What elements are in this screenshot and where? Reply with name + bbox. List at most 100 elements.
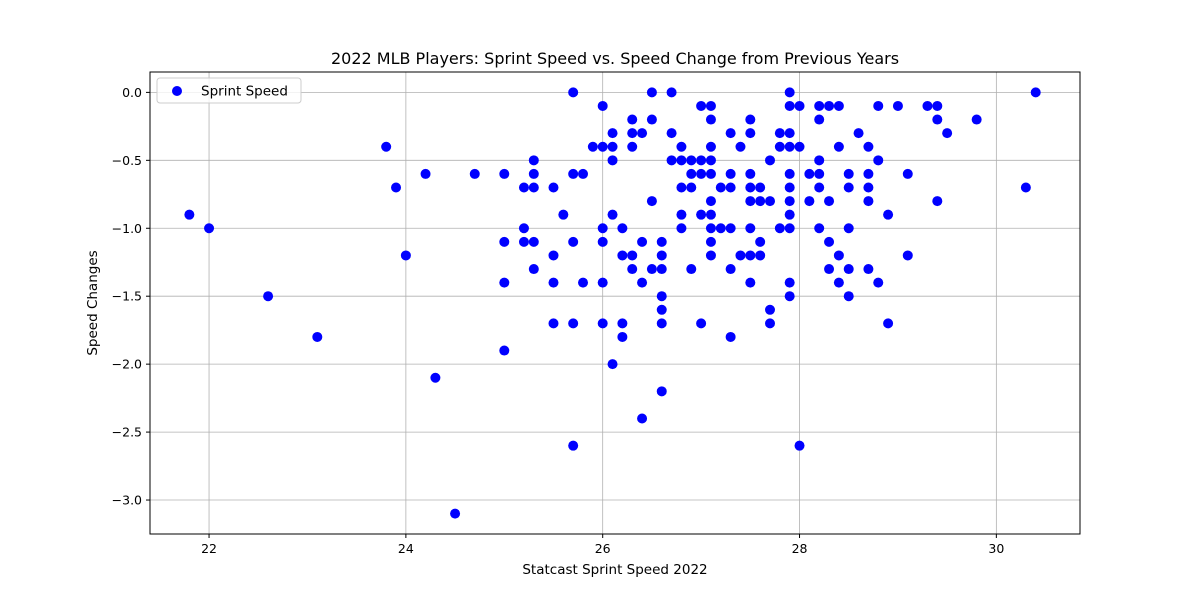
data-point [784, 168, 795, 179]
data-point [843, 182, 854, 193]
data-point [705, 223, 716, 234]
data-point [745, 168, 756, 179]
data-point [784, 291, 795, 302]
data-point [627, 250, 638, 261]
data-point [745, 128, 756, 139]
data-point [725, 182, 736, 193]
data-point [656, 264, 667, 275]
data-point [765, 304, 775, 315]
data-point [784, 223, 795, 234]
data-point [755, 250, 766, 261]
data-point [873, 277, 884, 288]
data-point [804, 168, 815, 179]
data-point [686, 155, 697, 166]
data-point [784, 196, 795, 207]
data-point [833, 141, 844, 152]
data-point [784, 100, 795, 111]
data-points [184, 87, 1041, 519]
data-point [833, 250, 844, 261]
data-point [774, 141, 785, 152]
data-point [725, 264, 736, 275]
data-point [263, 291, 274, 302]
data-point [528, 168, 539, 179]
data-point [814, 223, 825, 234]
data-point [686, 168, 697, 179]
data-point [568, 318, 579, 329]
data-point [646, 264, 657, 275]
data-point [932, 100, 943, 111]
data-point [391, 182, 402, 193]
legend-marker [172, 86, 182, 96]
data-point [637, 236, 648, 247]
data-point [627, 141, 638, 152]
data-point [725, 223, 736, 234]
data-point [902, 250, 913, 261]
data-point [932, 114, 943, 125]
data-point [745, 250, 756, 261]
data-point [745, 182, 756, 193]
data-point [312, 331, 323, 342]
data-point [784, 141, 795, 152]
y-tick-label: −3.0 [112, 493, 142, 508]
data-point [725, 128, 736, 139]
data-point [814, 114, 825, 125]
data-point [637, 413, 648, 424]
data-point [745, 277, 756, 288]
data-point [656, 291, 667, 302]
data-point [735, 250, 746, 261]
data-point [666, 155, 677, 166]
data-point [892, 100, 903, 111]
data-point [971, 114, 982, 125]
data-point [755, 236, 766, 247]
data-point [883, 209, 894, 220]
data-point [568, 236, 579, 247]
data-point [597, 318, 608, 329]
data-point [568, 87, 579, 98]
x-tick-label: 28 [792, 541, 808, 556]
legend-box [156, 77, 302, 104]
data-point [597, 141, 608, 152]
data-point [715, 182, 726, 193]
data-point [794, 440, 805, 451]
data-point [627, 114, 638, 125]
data-point [863, 182, 874, 193]
data-point [548, 182, 559, 193]
data-point [705, 250, 716, 261]
data-point [843, 223, 854, 234]
data-point [765, 155, 775, 166]
data-point [833, 100, 844, 111]
data-point [873, 155, 884, 166]
data-point [656, 386, 667, 397]
data-point [715, 223, 726, 234]
data-point [617, 250, 628, 261]
data-point [863, 141, 874, 152]
data-point [814, 182, 825, 193]
data-point [627, 128, 638, 139]
data-point [666, 87, 677, 98]
data-point [420, 168, 431, 179]
data-point [784, 87, 795, 98]
data-point [696, 155, 707, 166]
x-tick-label: 24 [398, 541, 414, 556]
data-point [499, 277, 510, 288]
data-point [587, 141, 598, 152]
data-point [548, 250, 559, 261]
y-tick-label: −2.5 [112, 425, 142, 440]
x-axis-label: Statcast Sprint Speed 2022 [522, 562, 707, 578]
data-point [696, 100, 707, 111]
data-point [705, 141, 716, 152]
data-point [1020, 182, 1031, 193]
data-point [705, 236, 716, 247]
data-point [578, 277, 589, 288]
data-point [469, 168, 480, 179]
data-point [705, 196, 716, 207]
data-point [824, 100, 835, 111]
data-point [518, 182, 529, 193]
data-point [607, 209, 618, 220]
data-point [814, 155, 825, 166]
data-point [696, 209, 707, 220]
data-point [932, 196, 943, 207]
data-point [666, 128, 677, 139]
data-point [499, 345, 510, 356]
data-point [863, 196, 874, 207]
